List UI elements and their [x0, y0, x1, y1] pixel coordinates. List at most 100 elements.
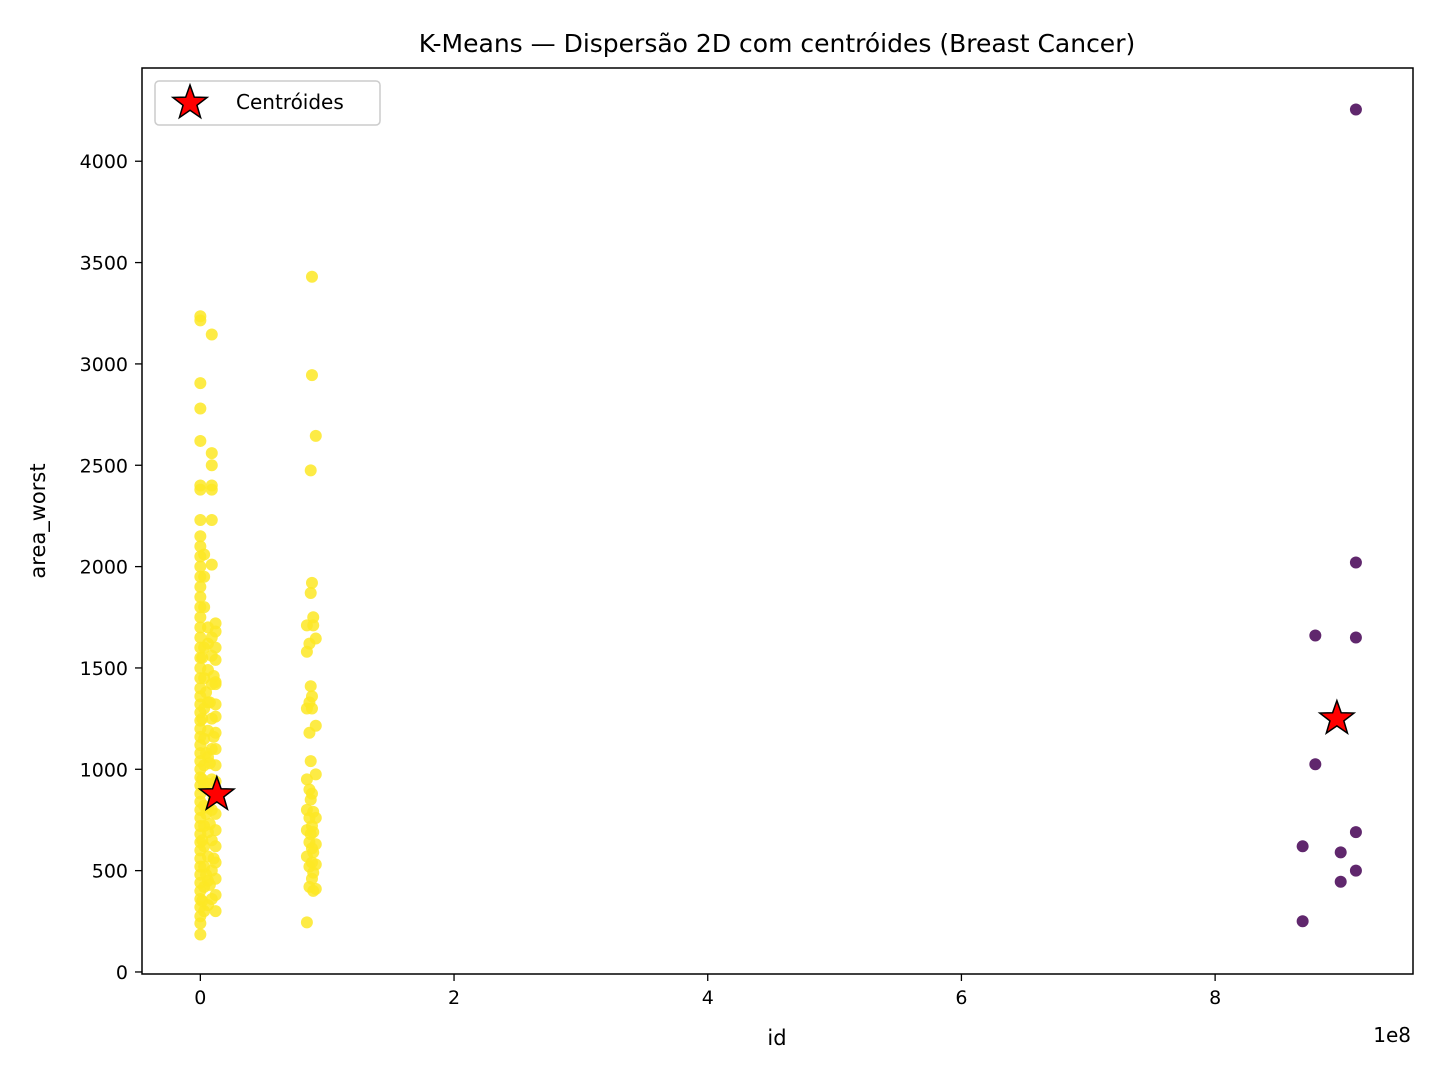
x-tick-label: 0 [194, 987, 206, 1009]
cluster-1-point [205, 328, 218, 341]
cluster-1-point [209, 710, 222, 723]
cluster-1-point [209, 905, 222, 918]
cluster-1-point [198, 570, 211, 583]
cluster-0-point [1349, 556, 1362, 569]
cluster-0-point [1349, 826, 1362, 839]
cluster-1-point [309, 768, 322, 781]
cluster-1-point [209, 807, 222, 820]
legend-box [154, 80, 381, 126]
plot-area-frame [141, 67, 1414, 975]
y-tick-label: 2000 [80, 557, 128, 579]
points-layer [194, 103, 1362, 941]
x-tick-label: 2 [448, 987, 460, 1009]
cluster-1-point [196, 651, 209, 664]
cluster-0-point [1334, 875, 1347, 888]
cluster-1-point [305, 690, 318, 703]
cluster-1-point [194, 530, 207, 543]
cluster-0-point [1349, 103, 1362, 116]
cluster-1-point [304, 586, 317, 599]
cluster-1-point [200, 747, 213, 760]
centroids-layer [197, 698, 1357, 812]
legend-label-centroides: Centróides [236, 90, 344, 114]
cluster-1-point [309, 719, 322, 732]
cluster-1-point [198, 601, 211, 614]
cluster-0-point [1349, 864, 1362, 877]
cluster-1-point [209, 888, 222, 901]
cluster-1-point [309, 429, 322, 442]
cluster-1-point [305, 369, 318, 382]
cluster-1-point [194, 591, 207, 604]
cluster-1-point [307, 826, 320, 839]
cluster-1-point [203, 757, 216, 770]
y-tick-label: 3000 [80, 354, 128, 376]
cluster-0-point [1296, 915, 1309, 928]
y-tick-label: 2500 [80, 455, 128, 477]
cluster-1-point [194, 377, 207, 390]
centroid-star-1 [1317, 698, 1357, 735]
x-tick-label: 6 [955, 987, 967, 1009]
cluster-1-point [198, 548, 211, 561]
cluster-1-point [209, 617, 222, 630]
cluster-1-point [305, 576, 318, 589]
cluster-1-point [309, 632, 322, 645]
cluster-0-point [1349, 631, 1362, 644]
cluster-1-point [200, 807, 213, 820]
cluster-1-point [205, 447, 218, 460]
cluster-1-point [200, 686, 213, 699]
cluster-1-point [304, 755, 317, 768]
cluster-1-point [194, 402, 207, 415]
cluster-1-point [309, 858, 322, 871]
y-tick-label: 3500 [80, 253, 128, 275]
legend: Centróides [154, 80, 381, 126]
cluster-1-point [196, 773, 209, 786]
cluster-1-point [194, 310, 207, 323]
cluster-1-point [194, 513, 207, 526]
x-axis-offset-text: 1e8 [1373, 1023, 1411, 1047]
cluster-1-point [203, 878, 216, 891]
x-tick-label: 4 [702, 987, 714, 1009]
cluster-1-point [307, 611, 320, 624]
cluster-0-point [1309, 629, 1322, 642]
cluster-1-point [209, 743, 222, 756]
x-tick-label: 8 [1209, 987, 1221, 1009]
cluster-1-point [194, 928, 207, 941]
cluster-1-point [207, 730, 220, 743]
cluster-1-point [300, 773, 313, 786]
centroid-star-0 [197, 774, 237, 812]
y-tick-label: 500 [92, 861, 128, 883]
x-axis-label: id [767, 1026, 786, 1050]
cluster-1-point [194, 611, 207, 624]
cluster-1-point [207, 852, 220, 865]
cluster-1-point [305, 270, 318, 283]
cluster-1-point [203, 818, 216, 831]
cluster-1-point [205, 513, 218, 526]
cluster-1-point [194, 434, 207, 447]
cluster-1-point [203, 696, 216, 709]
y-tick-label: 4000 [80, 151, 128, 173]
cluster-1-point [209, 641, 222, 654]
y-axis-ticks: 0 500 1000 1500 2000 2500 3000 3500 4000 [80, 151, 142, 984]
cluster-1-point [194, 560, 207, 573]
cluster-1-point [309, 811, 322, 824]
cluster-0-point [1296, 840, 1309, 853]
cluster-1-point [205, 479, 218, 492]
cluster-1-point [194, 479, 207, 492]
cluster-1-point [196, 834, 209, 847]
cluster-1-point [205, 558, 218, 571]
cluster-1-point [207, 670, 220, 683]
chart-title: K-Means — Dispersão 2D com centróides (B… [419, 29, 1135, 58]
cluster-0-point [1309, 758, 1322, 771]
y-axis-label: area_worst [26, 463, 51, 578]
y-tick-label: 0 [116, 962, 128, 984]
legend-centroid-star-icon [170, 82, 210, 120]
x-axis-ticks: 0 2 4 6 8 [194, 974, 1221, 1009]
cluster-1-point [200, 868, 213, 881]
cluster-1-point [196, 895, 209, 908]
cluster-1-point [305, 787, 318, 800]
cluster-1-point [209, 653, 222, 666]
cluster-1-point [209, 840, 222, 853]
cluster-0-point [1334, 846, 1347, 859]
cluster-1-point [304, 680, 317, 693]
